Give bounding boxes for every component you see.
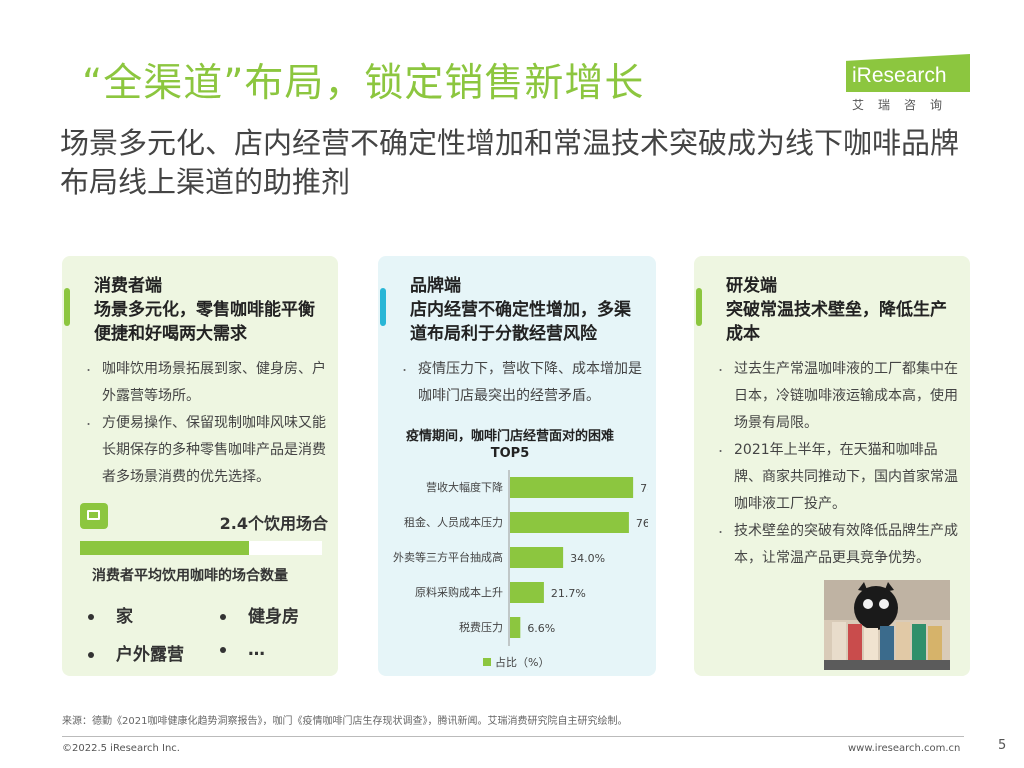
panel-heading: 研发端 突破常温技术壁垒，降低生产成本 bbox=[726, 274, 962, 346]
place-label: … bbox=[248, 640, 265, 660]
rnd-panel: 研发端 突破常温技术壁垒，降低生产成本 过去生产常温咖啡液的工厂都集中在日本，冷… bbox=[694, 256, 970, 676]
bullet-item: 2021年上半年，在天猫和咖啡品牌、商家共同推动下，国内首家常温咖啡液工厂投产。 bbox=[714, 433, 962, 518]
bullet-list: 疫情压力下，营收下降、成本增加是咖啡门店最突出的经营矛盾。 bbox=[398, 352, 646, 410]
legend-swatch bbox=[483, 658, 491, 666]
place-item: 健身房 bbox=[220, 602, 299, 627]
bullet-item: 方便易操作、保留现制咖啡风味又能长期保存的多种零售咖啡产品是消费者多场景消费的优… bbox=[82, 406, 330, 491]
page-number: 5 bbox=[998, 738, 1007, 753]
image-icon bbox=[80, 503, 108, 529]
bullet-item: 疫情压力下，营收下降、成本增加是咖啡门店最突出的经营矛盾。 bbox=[398, 352, 646, 410]
legend-label: 占比（%） bbox=[495, 656, 550, 669]
panel-heading-title: 品牌端 bbox=[410, 276, 461, 296]
category-label: 税费压力 bbox=[459, 620, 503, 634]
panel-accent-bar bbox=[64, 288, 70, 326]
page-subtitle: 场景多元化、店内经营不确定性增加和常温技术突破成为线下咖啡品牌布局线上渠道的助推… bbox=[60, 126, 960, 199]
category-label: 外卖等三方平台抽成高 bbox=[393, 550, 503, 564]
bullet-dot-icon bbox=[88, 614, 94, 620]
category-label: 营收大幅度下降 bbox=[426, 480, 503, 494]
chart-legend: 占比（%） bbox=[483, 654, 549, 670]
bullet-dot-icon bbox=[220, 647, 226, 653]
logo-text: iResearch bbox=[852, 64, 947, 87]
bullet-list: 咖啡饮用场景拓展到家、健身房、户外露营等场所。 方便易操作、保留现制咖啡风味又能… bbox=[82, 352, 330, 491]
bullet-item: 过去生产常温咖啡液的工厂都集中在日本，冷链咖啡液运输成本高，使用场景有局限。 bbox=[714, 352, 962, 437]
stat-label: 2.4个饮用场合 bbox=[219, 514, 328, 533]
logo-subtext: 艾瑞咨询 bbox=[852, 98, 957, 112]
chart-title: 疫情期间，咖啡门店经营面对的困难TOP5 bbox=[405, 429, 614, 461]
product-photo bbox=[824, 580, 950, 670]
difficulty-bar-chart: 营收大幅度下降 78.8% 租金、人员成本压力 76.1% 外卖等三方平台抽成高 34.0… bbox=[393, 470, 648, 646]
bar bbox=[510, 582, 544, 603]
place-label: 健身房 bbox=[248, 607, 299, 627]
bullet-item: 技术壁垒的突破有效降低品牌生产成本，让常温产品更具竞争优势。 bbox=[714, 514, 962, 572]
bullet-dot-icon bbox=[220, 614, 226, 620]
data-label: 21.7% bbox=[551, 587, 586, 600]
panel-heading-text: 店内经营不确定性增加，多渠道布局利于分散经营风险 bbox=[410, 300, 631, 344]
consumer-panel: 消费者端 场景多元化，零售咖啡能平衡便捷和好喝两大需求 咖啡饮用场景拓展到家、健… bbox=[62, 256, 338, 676]
bar bbox=[510, 512, 629, 533]
panel-heading-text: 突破常温技术壁垒，降低生产成本 bbox=[726, 300, 947, 344]
page-title: “全渠道”布局，锁定销售新增长 bbox=[82, 61, 645, 106]
category-label: 原料采购成本上升 bbox=[415, 585, 503, 599]
stat-progress-fill bbox=[80, 541, 250, 555]
place-item: … bbox=[220, 640, 265, 660]
panel-accent-bar bbox=[380, 288, 386, 326]
place-item: 户外露营 bbox=[88, 640, 184, 665]
data-label: 76.1% bbox=[636, 517, 648, 530]
data-label: 78.8% bbox=[640, 482, 648, 495]
iresearch-logo: iResearch 艾瑞咨询 bbox=[846, 54, 970, 116]
bar bbox=[510, 477, 634, 498]
panel-heading-title: 消费者端 bbox=[94, 276, 162, 296]
copyright: ©2022.5 iResearch Inc. bbox=[62, 743, 180, 754]
place-label: 家 bbox=[116, 607, 133, 627]
brand-panel: 品牌端 店内经营不确定性增加，多渠道布局利于分散经营风险 疫情压力下，营收下降、… bbox=[378, 256, 656, 676]
place-item: 家 bbox=[88, 602, 133, 627]
panel-heading-text: 场景多元化，零售咖啡能平衡便捷和好喝两大需求 bbox=[94, 300, 315, 344]
bullet-list: 过去生产常温咖啡液的工厂都集中在日本，冷链咖啡液运输成本高，使用场景有局限。 2… bbox=[714, 352, 962, 572]
stat-caption: 消费者平均饮用咖啡的场合数量 bbox=[92, 568, 288, 584]
bar bbox=[510, 617, 521, 638]
bar bbox=[510, 547, 564, 568]
bullet-dot-icon bbox=[88, 652, 94, 658]
source-note: 来源：德勤《2021咖啡健康化趋势洞察报告》，咖门《疫情咖啡门店生存现状调查》，… bbox=[62, 716, 628, 727]
panel-heading: 消费者端 场景多元化，零售咖啡能平衡便捷和好喝两大需求 bbox=[94, 274, 330, 346]
logo-banner bbox=[846, 54, 970, 92]
data-label: 34.0% bbox=[570, 552, 605, 565]
footer-divider bbox=[62, 736, 964, 737]
panel-heading-title: 研发端 bbox=[726, 276, 777, 296]
site-url: www.iresearch.com.cn bbox=[848, 743, 961, 754]
place-label: 户外露营 bbox=[116, 645, 184, 665]
category-label: 租金、人员成本压力 bbox=[404, 515, 503, 529]
stat-progress-track bbox=[80, 541, 322, 555]
data-label: 6.6% bbox=[527, 622, 555, 635]
panel-accent-bar bbox=[696, 288, 702, 326]
bullet-item: 咖啡饮用场景拓展到家、健身房、户外露营等场所。 bbox=[82, 352, 330, 410]
panel-heading: 品牌端 店内经营不确定性增加，多渠道布局利于分散经营风险 bbox=[410, 274, 646, 346]
